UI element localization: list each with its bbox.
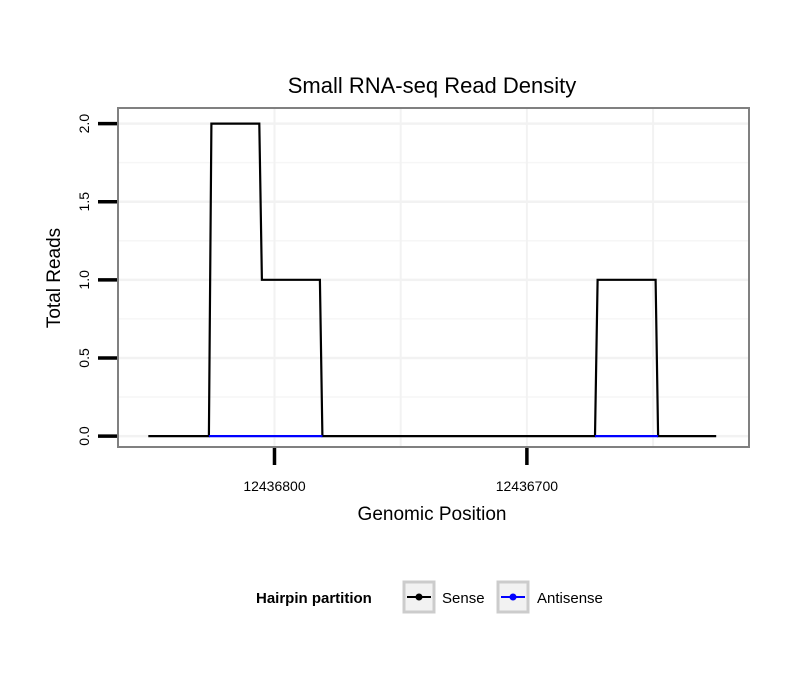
legend-marker-antisense bbox=[509, 593, 517, 601]
y-tick-label: 0.5 bbox=[76, 348, 92, 368]
x-tick-label: 12436700 bbox=[496, 478, 559, 494]
legend-label-sense: Sense bbox=[442, 590, 485, 607]
legend: Hairpin partition Sense Antisense bbox=[256, 580, 603, 614]
legend-label-antisense: Antisense bbox=[537, 590, 603, 607]
series-layer bbox=[148, 122, 717, 438]
legend-item-sense: Sense bbox=[402, 580, 485, 614]
grid bbox=[118, 108, 749, 447]
y-axis-label: Total Reads bbox=[44, 228, 65, 328]
y-axis: 0.0 0.5 1.0 1.5 2.0 bbox=[76, 114, 117, 446]
legend-marker-sense bbox=[415, 593, 423, 601]
y-tick-label: 1.5 bbox=[76, 192, 92, 212]
x-axis-label: Genomic Position bbox=[358, 504, 507, 525]
y-tick-label: 1.0 bbox=[76, 270, 92, 290]
y-tick-label: 2.0 bbox=[76, 114, 92, 134]
plot-panel bbox=[118, 108, 749, 447]
chart-title: Small RNA-seq Read Density bbox=[288, 73, 577, 98]
legend-item-antisense: Antisense bbox=[496, 580, 603, 614]
y-tick-label: 0.0 bbox=[76, 426, 92, 446]
plot-border bbox=[117, 107, 750, 448]
series-line-sense bbox=[148, 122, 717, 438]
x-tick-label: 12436800 bbox=[243, 478, 306, 494]
x-axis: 12436800 12436700 bbox=[243, 448, 558, 494]
legend-title: Hairpin partition bbox=[256, 590, 372, 607]
